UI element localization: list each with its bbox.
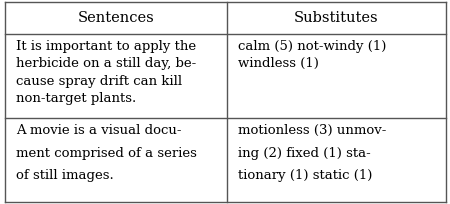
Text: ment comprised of a series: ment comprised of a series xyxy=(16,147,197,160)
Text: ing (2) fixed (1) sta-: ing (2) fixed (1) sta- xyxy=(238,147,371,160)
Text: herbicide on a still day, be-: herbicide on a still day, be- xyxy=(16,57,196,70)
Text: A movie is a visual docu-: A movie is a visual docu- xyxy=(16,124,181,137)
Text: non-target plants.: non-target plants. xyxy=(16,92,136,105)
Text: motionless (3) unmov-: motionless (3) unmov- xyxy=(238,124,387,137)
Text: Sentences: Sentences xyxy=(77,11,154,25)
Text: Substitutes: Substitutes xyxy=(294,11,379,25)
Text: windless (1): windless (1) xyxy=(238,57,320,70)
Text: It is important to apply the: It is important to apply the xyxy=(16,40,196,53)
Text: tionary (1) static (1): tionary (1) static (1) xyxy=(238,169,373,182)
Text: of still images.: of still images. xyxy=(16,169,113,182)
Text: calm (5) not-windy (1): calm (5) not-windy (1) xyxy=(238,40,387,53)
Text: cause spray drift can kill: cause spray drift can kill xyxy=(16,75,182,88)
